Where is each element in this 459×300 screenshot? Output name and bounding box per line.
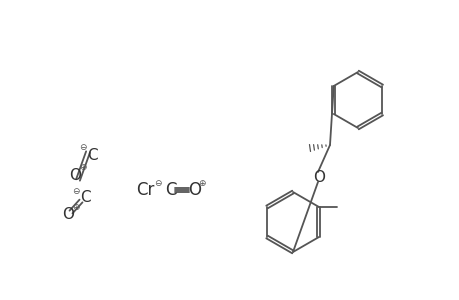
Text: ⊖: ⊖ xyxy=(79,143,87,152)
Text: O: O xyxy=(188,181,201,199)
Text: O: O xyxy=(312,170,325,185)
Text: ⊕: ⊕ xyxy=(198,178,205,188)
Text: ⊕: ⊕ xyxy=(79,164,87,172)
Text: O: O xyxy=(62,208,74,223)
Text: ⊕: ⊕ xyxy=(72,203,79,212)
Text: O: O xyxy=(69,167,81,182)
Text: Cr: Cr xyxy=(136,181,155,199)
Text: C: C xyxy=(79,190,90,206)
Text: ⊖: ⊖ xyxy=(154,178,162,188)
Text: C: C xyxy=(165,181,176,199)
Text: ⊖: ⊖ xyxy=(72,187,79,196)
Text: C: C xyxy=(86,148,97,163)
